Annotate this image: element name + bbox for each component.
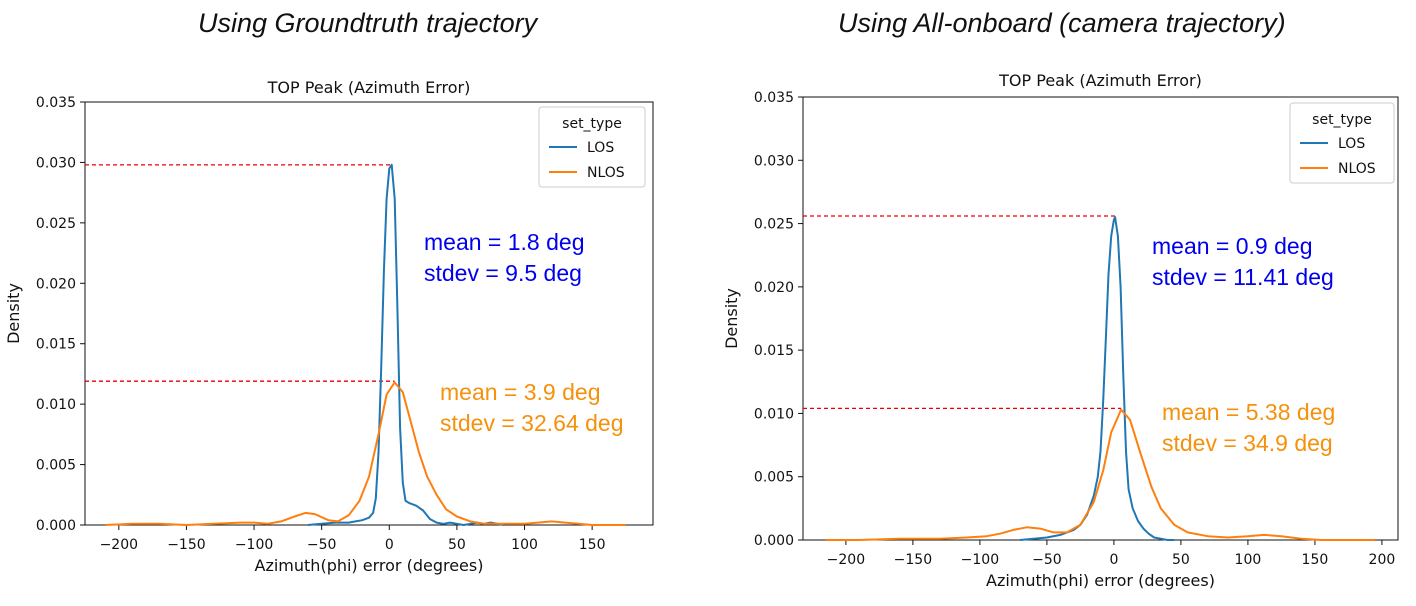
chart2-legend-title: set_type bbox=[1312, 112, 1372, 128]
chart1-legend-label-nlos: NLOS bbox=[587, 165, 625, 181]
chart2-xlabel: Azimuth(phi) error (degrees) bbox=[986, 571, 1215, 590]
chart1-annotation-nlos-line1: mean = 3.9 deg bbox=[440, 379, 600, 405]
chart2-title: TOP Peak (Azimuth Error) bbox=[998, 71, 1202, 90]
chart1-series-los bbox=[308, 163, 505, 526]
chart1-annotation-nlos-line2: stdev = 32.64 deg bbox=[440, 410, 624, 436]
chart2-xtick-label: 50 bbox=[1172, 552, 1190, 568]
chart1-xtick-label: 50 bbox=[448, 537, 466, 553]
chart2-xtick-label: −150 bbox=[894, 552, 932, 568]
chart1-ytick-label: 0.020 bbox=[36, 276, 76, 292]
chart1-ytick-label: 0.015 bbox=[36, 337, 76, 353]
chart1-xtick-label: 0 bbox=[385, 537, 394, 553]
chart2-ytick-label: 0.015 bbox=[754, 343, 794, 359]
chart1-xtick-label: −200 bbox=[100, 537, 138, 553]
chart2-legend-box bbox=[1289, 102, 1395, 184]
chart1-xtick-label: −100 bbox=[235, 537, 273, 553]
chart1-title: TOP Peak (Azimuth Error) bbox=[267, 78, 471, 97]
chart1-xtick-label: 100 bbox=[511, 537, 538, 553]
chart2-xtick-label: −200 bbox=[827, 552, 865, 568]
chart2-legend-label-los: LOS bbox=[1338, 136, 1365, 152]
chart2-ytick-label: 0.010 bbox=[754, 406, 794, 422]
chart2-annotation-nlos-line1: mean = 5.38 deg bbox=[1162, 399, 1335, 425]
chart1-ylabel: Density bbox=[4, 283, 23, 344]
page-title-left: Using Groundtruth trajectory bbox=[198, 8, 538, 38]
chart2-ytick-label: 0.035 bbox=[754, 90, 794, 106]
chart2-xtick-label: −50 bbox=[1032, 552, 1062, 568]
page-title-right: Using All-onboard (camera trajectory) bbox=[838, 8, 1286, 38]
chart2-annotation-los-line2: stdev = 11.41 deg bbox=[1152, 264, 1334, 290]
chart1-xtick-label: −50 bbox=[307, 537, 337, 553]
chart2-ytick-label: 0.000 bbox=[754, 533, 794, 549]
chart2-plot-frame bbox=[802, 96, 1399, 541]
chart2-xtick-label: 150 bbox=[1302, 552, 1329, 568]
chart2-ytick-label: 0.020 bbox=[754, 280, 794, 296]
chart2-xtick-label: 100 bbox=[1235, 552, 1262, 568]
chart1-ytick-label: 0.000 bbox=[36, 518, 76, 534]
chart1-xtick-label: 150 bbox=[579, 537, 606, 553]
chart1-ytick-label: 0.030 bbox=[36, 155, 76, 171]
chart1-ytick-label: 0.025 bbox=[36, 216, 76, 232]
chart2-annotation-los-line1: mean = 0.9 deg bbox=[1152, 233, 1312, 259]
chart1-legend-label-los: LOS bbox=[587, 140, 614, 156]
chart2-xtick-label: 0 bbox=[1109, 552, 1118, 568]
chart1-xtick-label: −150 bbox=[167, 537, 205, 553]
chart1-xlabel: Azimuth(phi) error (degrees) bbox=[255, 556, 484, 575]
chart1-plot-frame bbox=[84, 101, 654, 526]
chart2-xtick-label: 200 bbox=[1369, 552, 1396, 568]
chart1-ytick-label: 0.035 bbox=[36, 95, 76, 111]
chart1-series-nlos bbox=[105, 381, 626, 526]
chart1-legend-title: set_type bbox=[562, 116, 622, 132]
chart1-ytick-label: 0.005 bbox=[36, 458, 76, 474]
chart2-legend-label-nlos: NLOS bbox=[1338, 161, 1376, 177]
chart1-ytick-label: 0.010 bbox=[36, 397, 76, 413]
chart2-ytick-label: 0.025 bbox=[754, 217, 794, 233]
chart1-annotation-los-line2: stdev = 9.5 deg bbox=[424, 260, 582, 286]
chart2-ylabel: Density bbox=[722, 288, 741, 349]
chart1-annotation-los-line1: mean = 1.8 deg bbox=[424, 229, 584, 255]
chart2-ytick-label: 0.005 bbox=[754, 470, 794, 486]
chart2-series-nlos bbox=[825, 408, 1376, 541]
chart2-annotation-nlos-line2: stdev = 34.9 deg bbox=[1162, 430, 1333, 456]
chart2-xtick-label: −100 bbox=[961, 552, 999, 568]
chart1-legend-box bbox=[538, 106, 646, 188]
chart2-ytick-label: 0.030 bbox=[754, 153, 794, 169]
